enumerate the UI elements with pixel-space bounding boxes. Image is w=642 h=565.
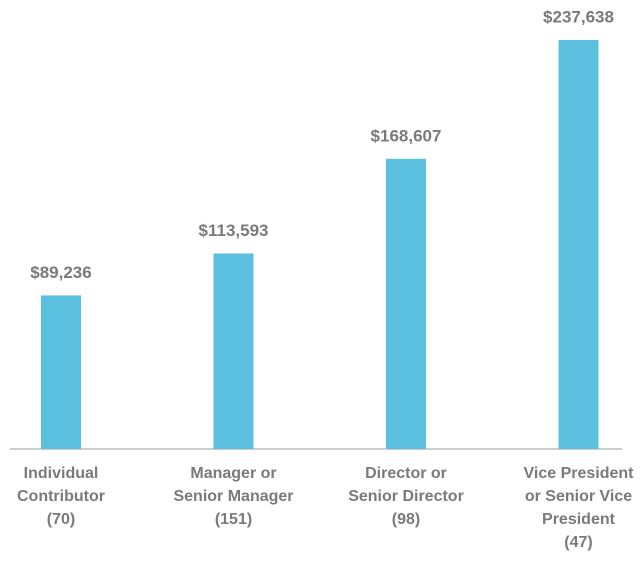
x-tick-label: Contributor <box>17 488 105 505</box>
x-tick-label: Individual <box>24 465 99 482</box>
bar <box>558 40 599 449</box>
value-label: $237,638 <box>543 7 614 26</box>
x-tick-label: Manager or <box>190 465 276 482</box>
x-tick-label: Director or <box>365 465 447 482</box>
bar <box>41 295 81 449</box>
x-tick-label: (151) <box>215 511 252 528</box>
x-tick-label: (47) <box>564 534 592 551</box>
value-label: $168,607 <box>371 126 442 145</box>
x-tick-label: (70) <box>47 511 75 528</box>
bar <box>386 158 426 449</box>
x-tick-label: Vice President <box>524 465 635 482</box>
x-tick-label: Senior Manager <box>173 488 293 505</box>
x-tick-label: President <box>542 511 616 528</box>
x-tick-label: or Senior Vice <box>525 488 632 505</box>
bar <box>213 253 254 449</box>
value-label: $89,236 <box>30 263 91 282</box>
value-label: $113,593 <box>199 221 269 240</box>
x-tick-label: Senior Director <box>348 488 464 505</box>
x-tick-label: (98) <box>392 511 420 528</box>
